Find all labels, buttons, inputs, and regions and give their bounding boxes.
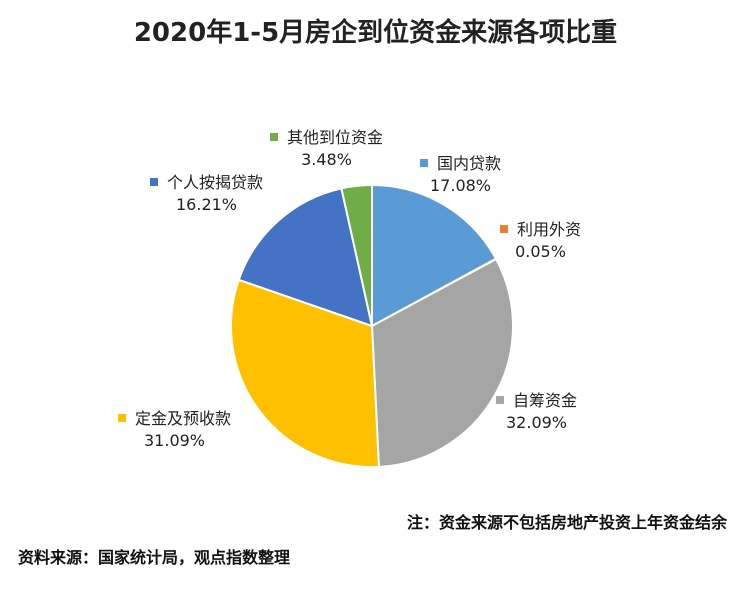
slice-name-mortgage-loans: 个人按揭贷款 — [167, 173, 264, 192]
legend-swatch-deposits-prepayments — [118, 413, 126, 422]
slice-value-foreign-capital: 0.05% — [515, 242, 566, 261]
slice-value-other-funds: 3.48% — [301, 150, 352, 169]
label-mortgage-loans: 个人按揭贷款 16.21% — [150, 172, 263, 216]
chart-title: 2020年1-5月房企到位资金来源各项比重 — [133, 18, 618, 48]
legend-swatch-self-raised — [496, 395, 504, 404]
slice-name-foreign-capital: 利用外资 — [517, 220, 582, 239]
pie-slice-deposits-prepayments — [230, 278, 380, 468]
pie-slice-mortgage-loans — [237, 187, 374, 328]
pie-slices — [230, 183, 514, 468]
slice-name-other-funds: 其他到位资金 — [287, 128, 384, 147]
pie-slice-other-funds — [340, 183, 373, 327]
label-domestic-loans: 国内贷款 17.08% — [420, 153, 501, 197]
label-self-raised: 自筹资金 32.09% — [496, 390, 577, 434]
legend-swatch-mortgage-loans — [150, 177, 158, 186]
slice-value-deposits-prepayments: 31.09% — [144, 431, 206, 450]
slice-value-mortgage-loans: 16.21% — [176, 195, 238, 214]
slice-name-domestic-loans: 国内贷款 — [437, 154, 502, 173]
legend-swatch-domestic-loans — [420, 158, 428, 167]
slice-value-domestic-loans: 17.08% — [430, 176, 492, 195]
label-foreign-capital: 利用外资 0.05% — [500, 219, 581, 263]
pie-slice-domestic-loans — [371, 183, 498, 328]
legend-swatch-foreign-capital — [500, 224, 508, 233]
pie-slice-self-raised — [370, 257, 514, 468]
label-other-funds: 其他到位资金 3.48% — [270, 127, 383, 171]
slice-name-self-raised: 自筹资金 — [513, 391, 578, 410]
label-deposits-prepayments: 定金及预收款 31.09% — [118, 408, 231, 452]
slice-value-self-raised: 32.09% — [506, 413, 568, 432]
source-note: 资料来源：国家统计局，观点指数整理 — [18, 548, 291, 567]
slice-name-deposits-prepayments: 定金及预收款 — [135, 409, 232, 428]
legend-swatch-other-funds — [270, 132, 278, 141]
footnote: 注：资金来源不包括房地产投资上年资金结余 — [406, 513, 727, 532]
